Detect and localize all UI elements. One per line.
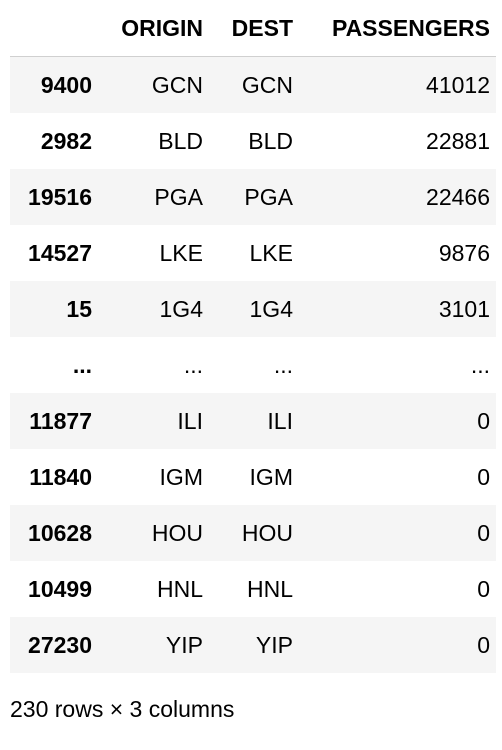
- table-row: 11840 IGM IGM 0: [10, 449, 496, 505]
- table-row: 14527 LKE LKE 9876: [10, 225, 496, 281]
- row-index: 19516: [10, 169, 102, 225]
- table-row: 15 1G4 1G4 3101: [10, 281, 496, 337]
- table-row: 2982 BLD BLD 22881: [10, 113, 496, 169]
- origin-column-header: ORIGIN: [102, 0, 212, 57]
- origin-cell: PGA: [102, 169, 212, 225]
- dest-column-header: DEST: [212, 0, 301, 57]
- row-index: 11840: [29, 463, 92, 490]
- passengers-cell: 41012: [301, 56, 496, 113]
- origin-cell: GCN: [102, 56, 212, 113]
- row-index: 15: [10, 281, 102, 337]
- origin-cell: ...: [183, 351, 203, 378]
- origin-cell: 1G4: [102, 281, 212, 337]
- origin-cell: ILI: [102, 393, 212, 449]
- table-row: 10499 HNL HNL 0: [10, 561, 496, 617]
- row-index: 14527: [28, 239, 92, 266]
- table-header: ORIGIN DEST PASSENGERS: [10, 0, 496, 57]
- dest-cell: BLD: [248, 127, 293, 154]
- origin-cell: YIP: [102, 617, 212, 673]
- dest-cell: IGM: [249, 463, 293, 490]
- passengers-cell: 3101: [301, 281, 496, 337]
- passengers-cell: 9876: [438, 239, 490, 266]
- table-row: 19516 PGA PGA 22466: [10, 169, 496, 225]
- dest-cell: ...: [273, 351, 293, 378]
- origin-cell: LKE: [159, 239, 203, 266]
- origin-cell: BLD: [158, 127, 203, 154]
- row-index: 9400: [10, 56, 102, 113]
- origin-cell: IGM: [159, 463, 203, 490]
- table-row: 11877 ILI ILI 0: [10, 393, 496, 449]
- row-index: ...: [72, 351, 92, 378]
- row-index: 2982: [40, 127, 92, 154]
- passengers-cell: 0: [301, 393, 496, 449]
- passengers-cell: 0: [477, 463, 490, 490]
- table-body: 9400 GCN GCN 41012 2982 BLD BLD 22881 19…: [10, 56, 496, 673]
- row-index: 11877: [10, 393, 102, 449]
- origin-cell: HNL: [156, 575, 203, 602]
- dataframe-table: ORIGIN DEST PASSENGERS 9400 GCN GCN 4101…: [10, 0, 496, 673]
- table-row: 10628 HOU HOU 0: [10, 505, 496, 561]
- table-shape-caption: 230 rows × 3 columns: [10, 696, 235, 722]
- dest-cell: ILI: [212, 393, 301, 449]
- dest-cell: LKE: [249, 239, 293, 266]
- row-index: 27230: [10, 617, 102, 673]
- origin-cell: HOU: [102, 505, 212, 561]
- header-row: ORIGIN DEST PASSENGERS: [10, 0, 496, 57]
- table-row: 27230 YIP YIP 0: [10, 617, 496, 673]
- index-column-header: [10, 0, 102, 57]
- ellipsis-row: ... ... ... ...: [10, 337, 496, 393]
- passengers-column-header: PASSENGERS: [301, 0, 496, 57]
- passengers-cell: 0: [301, 505, 496, 561]
- dest-cell: PGA: [212, 169, 301, 225]
- dest-cell: HOU: [212, 505, 301, 561]
- passengers-cell: ...: [470, 351, 490, 378]
- table-row: 9400 GCN GCN 41012: [10, 56, 496, 113]
- row-index: 10628: [10, 505, 102, 561]
- passengers-cell: 0: [301, 617, 496, 673]
- dest-cell: 1G4: [212, 281, 301, 337]
- row-index: 10499: [28, 575, 92, 602]
- passengers-cell: 22466: [301, 169, 496, 225]
- dest-cell: HNL: [246, 575, 293, 602]
- passengers-cell: 22881: [426, 127, 490, 154]
- dest-cell: GCN: [212, 56, 301, 113]
- dest-cell: YIP: [212, 617, 301, 673]
- passengers-cell: 0: [477, 575, 490, 602]
